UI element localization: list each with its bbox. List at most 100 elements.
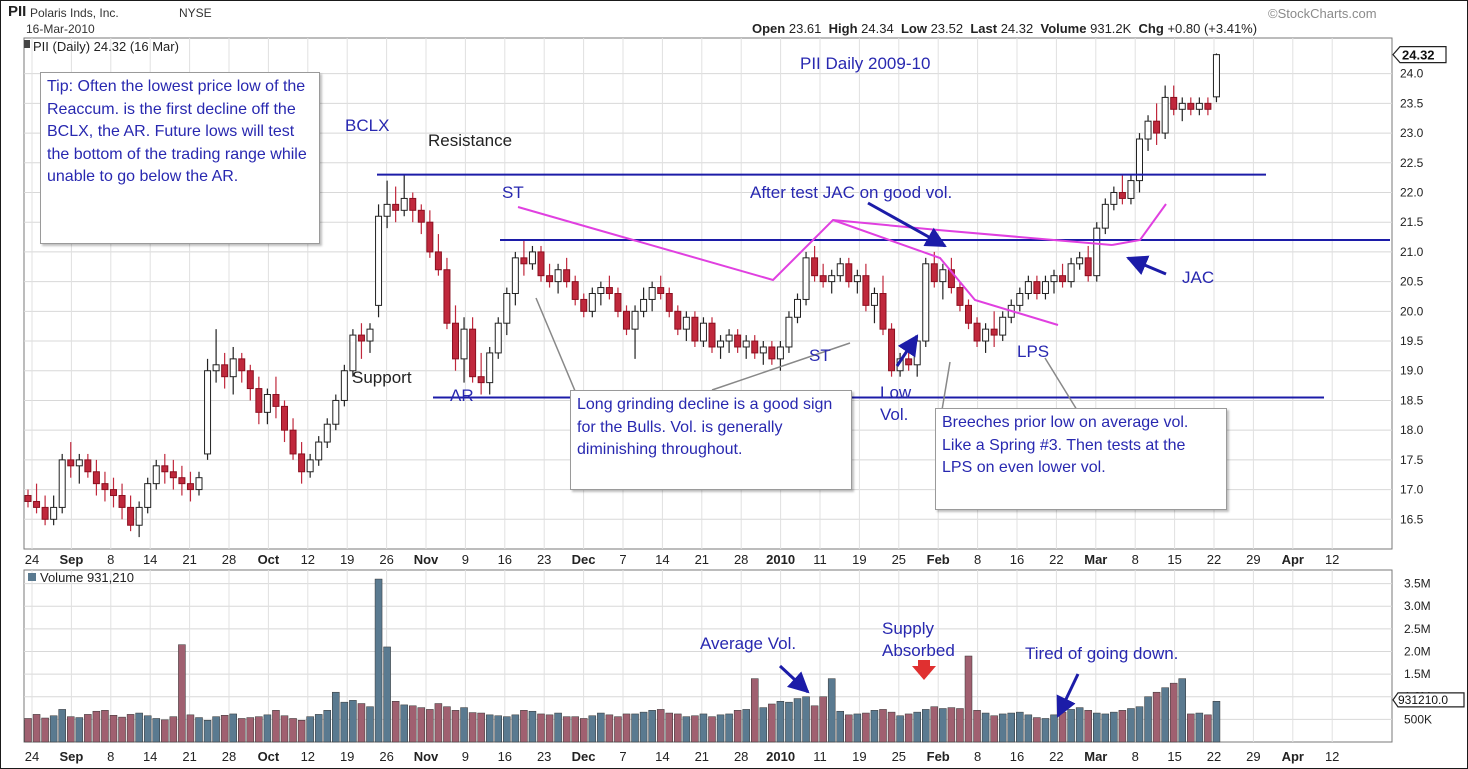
candle-body bbox=[340, 370, 348, 401]
candle-body bbox=[725, 334, 733, 342]
candle-body bbox=[699, 322, 707, 342]
volume-bar bbox=[785, 701, 793, 743]
candle-body bbox=[366, 328, 374, 342]
candle-body bbox=[1016, 293, 1024, 306]
candle-body bbox=[913, 340, 921, 366]
chart-title: PII Daily 2009-10 bbox=[800, 54, 930, 73]
after-test-arrow bbox=[867, 201, 947, 248]
volume-bar bbox=[101, 710, 109, 743]
volume-bar bbox=[939, 708, 947, 743]
low-label: Low bbox=[900, 21, 927, 36]
volume-bar bbox=[32, 714, 41, 743]
price-x-tick: 28 bbox=[734, 552, 748, 567]
volume-bar bbox=[862, 712, 870, 743]
volume-y-tick: 500K bbox=[1404, 712, 1432, 726]
supply-absorbed-label: Supply Absorbed bbox=[882, 619, 955, 660]
volume-bar bbox=[349, 700, 357, 743]
candle-body bbox=[178, 477, 186, 485]
ar-label: AR bbox=[450, 386, 474, 405]
volume-bar bbox=[186, 714, 195, 743]
volume-y-tick: 2.5M bbox=[1404, 622, 1431, 636]
price-x-tick: Oct bbox=[258, 552, 280, 567]
candle-body bbox=[349, 334, 357, 372]
volume-bar bbox=[468, 712, 477, 743]
volume-bar bbox=[391, 701, 400, 743]
volume-bar bbox=[1152, 691, 1161, 743]
candle-body bbox=[110, 489, 117, 497]
candle-body bbox=[152, 465, 160, 485]
candle-body bbox=[58, 459, 66, 508]
volume-x-tick: Oct bbox=[258, 749, 280, 764]
candle-body bbox=[836, 263, 844, 277]
candle-body bbox=[888, 328, 896, 372]
candle-body bbox=[1204, 102, 1212, 110]
candle-body bbox=[648, 287, 656, 300]
volume-bar bbox=[1033, 717, 1041, 743]
candle-body bbox=[1170, 96, 1178, 110]
breeches-callout-pointer bbox=[941, 361, 951, 411]
company-name: Polaris Inds, Inc. bbox=[30, 6, 119, 20]
volume-bar bbox=[383, 646, 391, 743]
volume-bar bbox=[67, 716, 75, 743]
candle-body bbox=[657, 287, 665, 294]
volume-bar bbox=[494, 715, 502, 743]
price-y-tick: 20.5 bbox=[1400, 275, 1424, 289]
tired-arrow bbox=[1056, 673, 1080, 718]
candle-body bbox=[161, 465, 169, 473]
candle-body bbox=[717, 340, 725, 348]
volume-x-tick: 16 bbox=[1010, 749, 1024, 764]
bclx-label: BCLX bbox=[345, 116, 390, 135]
chg-value: +0.80 (+3.41%) bbox=[1167, 21, 1258, 36]
candle-body bbox=[494, 322, 502, 354]
volume-bar bbox=[922, 709, 930, 743]
candle-body bbox=[828, 275, 836, 283]
price-x-tick: 21 bbox=[695, 552, 709, 567]
volume-bar bbox=[451, 710, 460, 743]
price-x-tick: 2010 bbox=[766, 552, 795, 567]
price-x-tick: 12 bbox=[1325, 552, 1339, 567]
price-x-tick: 29 bbox=[1246, 552, 1260, 567]
volume-x-tick: Mar bbox=[1084, 749, 1107, 764]
price-y-tick: 17.5 bbox=[1400, 453, 1424, 467]
candle-body bbox=[999, 316, 1007, 336]
lps-label: LPS bbox=[1017, 342, 1050, 361]
candle-body bbox=[426, 221, 434, 253]
low-vol-label: Low Vol. bbox=[880, 383, 912, 424]
volume-x-tick: 16 bbox=[498, 749, 512, 764]
candle-body bbox=[768, 346, 776, 360]
price-y-tick: 22.0 bbox=[1400, 185, 1424, 199]
stockcharts-watermark[interactable]: ©StockCharts.com bbox=[1268, 6, 1377, 21]
volume-bar bbox=[297, 720, 306, 743]
low-vol-arrow bbox=[895, 334, 919, 367]
volume-bar bbox=[776, 701, 785, 743]
candle-body bbox=[520, 257, 528, 265]
volume-bar bbox=[998, 713, 1007, 743]
volume-bar bbox=[836, 710, 844, 743]
volume-x-tick: 26 bbox=[379, 749, 393, 764]
candle-body bbox=[965, 304, 972, 324]
volume-y-tick: 1.5M bbox=[1404, 667, 1431, 681]
volume-bar bbox=[109, 715, 118, 743]
volume-bar bbox=[84, 714, 92, 743]
volume-bar bbox=[1067, 709, 1075, 743]
volume-x-tick: 11 bbox=[813, 749, 827, 764]
candle-body bbox=[1118, 191, 1126, 199]
volume-bar bbox=[477, 712, 485, 743]
candle-body bbox=[383, 203, 391, 217]
candle-body bbox=[1110, 191, 1118, 205]
candle-body bbox=[614, 293, 622, 312]
candle-body bbox=[127, 506, 135, 526]
volume-bar bbox=[751, 678, 759, 743]
candle-body bbox=[1050, 275, 1058, 283]
st-bottom-label: ST bbox=[809, 346, 831, 365]
volume-x-tick: 25 bbox=[892, 749, 906, 764]
volume-bar bbox=[759, 707, 768, 743]
volume-bar bbox=[289, 718, 297, 743]
candle-body bbox=[528, 251, 536, 265]
jac-arrow bbox=[1126, 255, 1167, 276]
volume-bar bbox=[366, 706, 374, 743]
volume-bar bbox=[793, 698, 802, 743]
last-price-tag bbox=[1392, 46, 1447, 64]
volume-bar bbox=[528, 710, 537, 743]
candle-body bbox=[1136, 138, 1143, 182]
